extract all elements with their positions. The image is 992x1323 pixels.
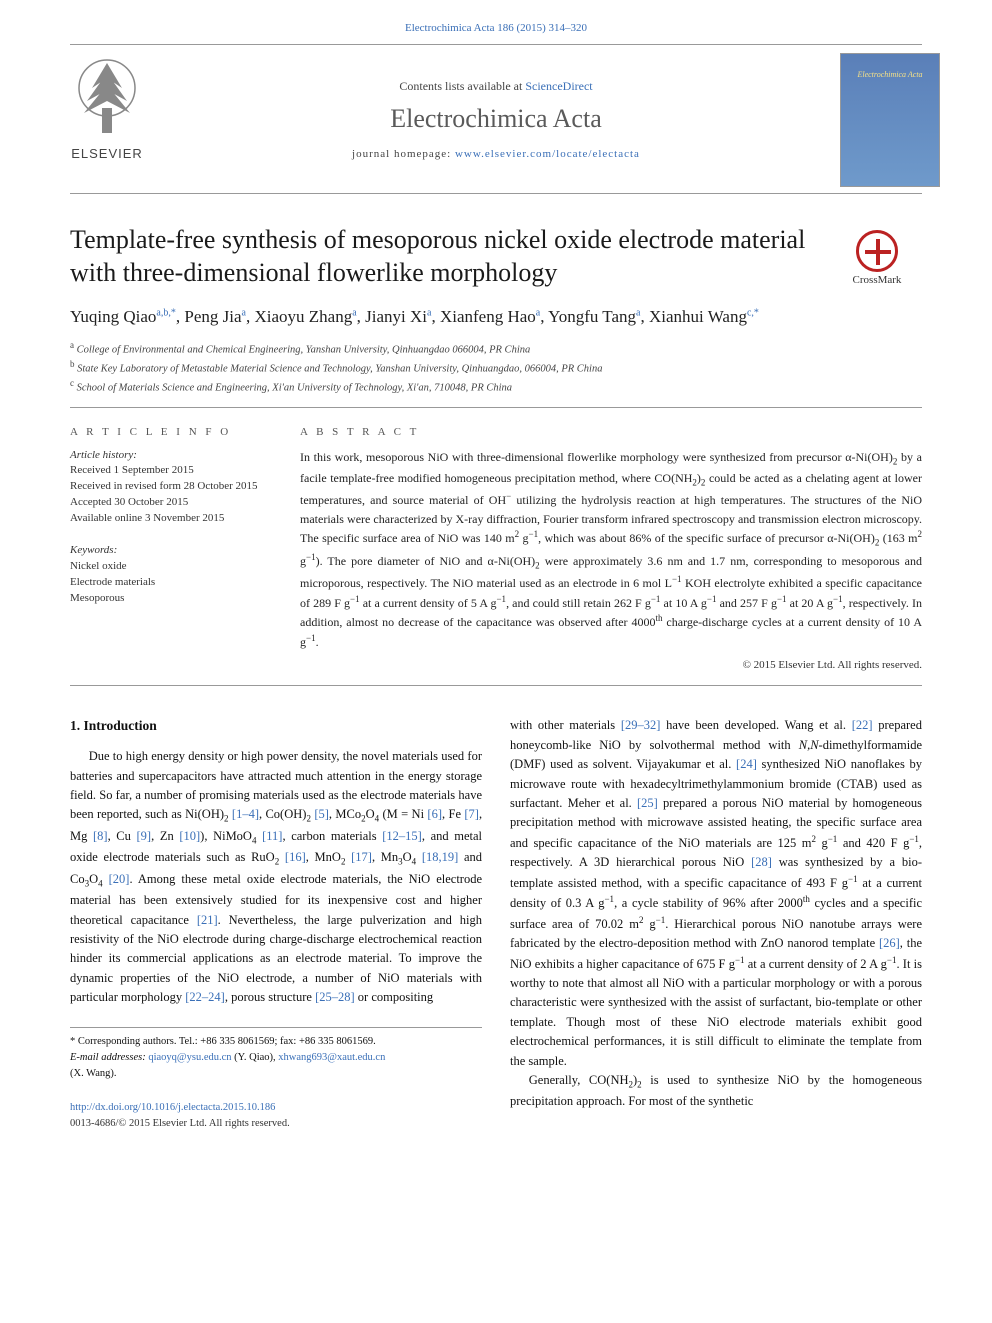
publisher-logo-block: ELSEVIER — [52, 53, 162, 187]
email-2[interactable]: xhwang693@xaut.edu.cn — [278, 1052, 385, 1063]
history-line: Received in revised form 28 October 2015 — [70, 479, 280, 495]
body-columns: 1. Introduction Due to high energy densi… — [70, 716, 922, 1132]
article-title: Template-free synthesis of mesoporous ni… — [70, 224, 812, 289]
keywords-label: Keywords: — [70, 543, 280, 559]
issn-line: 0013-4686/© 2015 Elsevier Ltd. All right… — [70, 1116, 482, 1132]
history-label: Article history: — [70, 448, 280, 464]
abstract-copyright: © 2015 Elsevier Ltd. All rights reserved… — [300, 659, 922, 671]
crossmark-label: CrossMark — [832, 274, 922, 286]
section-heading: 1. Introduction — [70, 716, 482, 737]
title-row: Template-free synthesis of mesoporous ni… — [70, 224, 922, 289]
email-1[interactable]: qiaoyq@ysu.edu.cn — [148, 1052, 231, 1063]
journal-center: Contents lists available at ScienceDirec… — [70, 79, 922, 160]
doi-link[interactable]: http://dx.doi.org/10.1016/j.electacta.20… — [70, 1100, 482, 1116]
elsevier-tree-icon — [72, 53, 142, 138]
email-line: E-mail addresses: qiaoyq@ysu.edu.cn (Y. … — [70, 1050, 482, 1066]
keyword: Electrode materials — [70, 575, 280, 591]
journal-homepage: journal homepage: www.elsevier.com/locat… — [70, 148, 922, 160]
homepage-prefix: journal homepage: — [352, 148, 455, 160]
corresponding-authors: * Corresponding authors. Tel.: +86 335 8… — [70, 1034, 482, 1050]
affiliation-b: b State Key Laboratory of Metastable Mat… — [70, 358, 922, 377]
article-history: Article history: Received 1 September 20… — [70, 448, 280, 528]
citation-text: Electrochimica Acta 186 (2015) 314–320 — [405, 22, 587, 34]
email-2-who: (X. Wang). — [70, 1066, 482, 1082]
keywords: Keywords: Nickel oxide Electrode materia… — [70, 543, 280, 607]
publisher-name: ELSEVIER — [52, 146, 162, 161]
crossmark-icon — [856, 230, 898, 272]
contents-available: Contents lists available at ScienceDirec… — [70, 79, 922, 94]
body-col-right: with other materials [29–32] have been d… — [510, 716, 922, 1132]
intro-p2: Generally, CO(NH2)2 is used to synthesiz… — [510, 1071, 922, 1112]
affiliation-c: c School of Materials Science and Engine… — [70, 377, 922, 396]
abstract: A B S T R A C T In this work, mesoporous… — [300, 426, 922, 672]
journal-cover-label: Electrochimica Acta — [841, 54, 939, 80]
keyword: Mesoporous — [70, 591, 280, 607]
journal-cover-thumb: Electrochimica Acta — [840, 53, 940, 187]
journal-header: ELSEVIER Contents lists available at Sci… — [70, 44, 922, 194]
history-line: Available online 3 November 2015 — [70, 511, 280, 527]
email-1-who: (Y. Qiao), — [232, 1052, 279, 1063]
authors: Yuqing Qiaoa,b,*, Peng Jiaa, Xiaoyu Zhan… — [70, 305, 922, 329]
contents-prefix: Contents lists available at — [399, 79, 525, 93]
history-line: Accepted 30 October 2015 — [70, 495, 280, 511]
info-abstract-row: A R T I C L E I N F O Article history: R… — [70, 408, 922, 687]
crossmark-badge[interactable]: CrossMark — [832, 224, 922, 286]
intro-paragraph: Due to high energy density or high power… — [70, 747, 482, 1007]
homepage-link[interactable]: www.elsevier.com/locate/electacta — [455, 148, 640, 160]
body-col-left: 1. Introduction Due to high energy densi… — [70, 716, 482, 1132]
corresponding-footer: * Corresponding authors. Tel.: +86 335 8… — [70, 1027, 482, 1081]
affiliations: a College of Environmental and Chemical … — [70, 339, 922, 408]
keyword: Nickel oxide — [70, 559, 280, 575]
article-info: A R T I C L E I N F O Article history: R… — [70, 426, 300, 672]
intro-continued: with other materials [29–32] have been d… — [510, 716, 922, 1071]
article-info-label: A R T I C L E I N F O — [70, 426, 280, 438]
affiliation-a: a College of Environmental and Chemical … — [70, 339, 922, 358]
sciencedirect-link[interactable]: ScienceDirect — [525, 79, 592, 93]
article-main: Template-free synthesis of mesoporous ni… — [0, 224, 992, 1132]
page-citation: Electrochimica Acta 186 (2015) 314–320 — [0, 0, 992, 44]
abstract-label: A B S T R A C T — [300, 426, 922, 438]
email-label: E-mail addresses: — [70, 1052, 148, 1063]
abstract-text: In this work, mesoporous NiO with three-… — [300, 448, 922, 652]
journal-name: Electrochimica Acta — [70, 104, 922, 134]
history-line: Received 1 September 2015 — [70, 463, 280, 479]
